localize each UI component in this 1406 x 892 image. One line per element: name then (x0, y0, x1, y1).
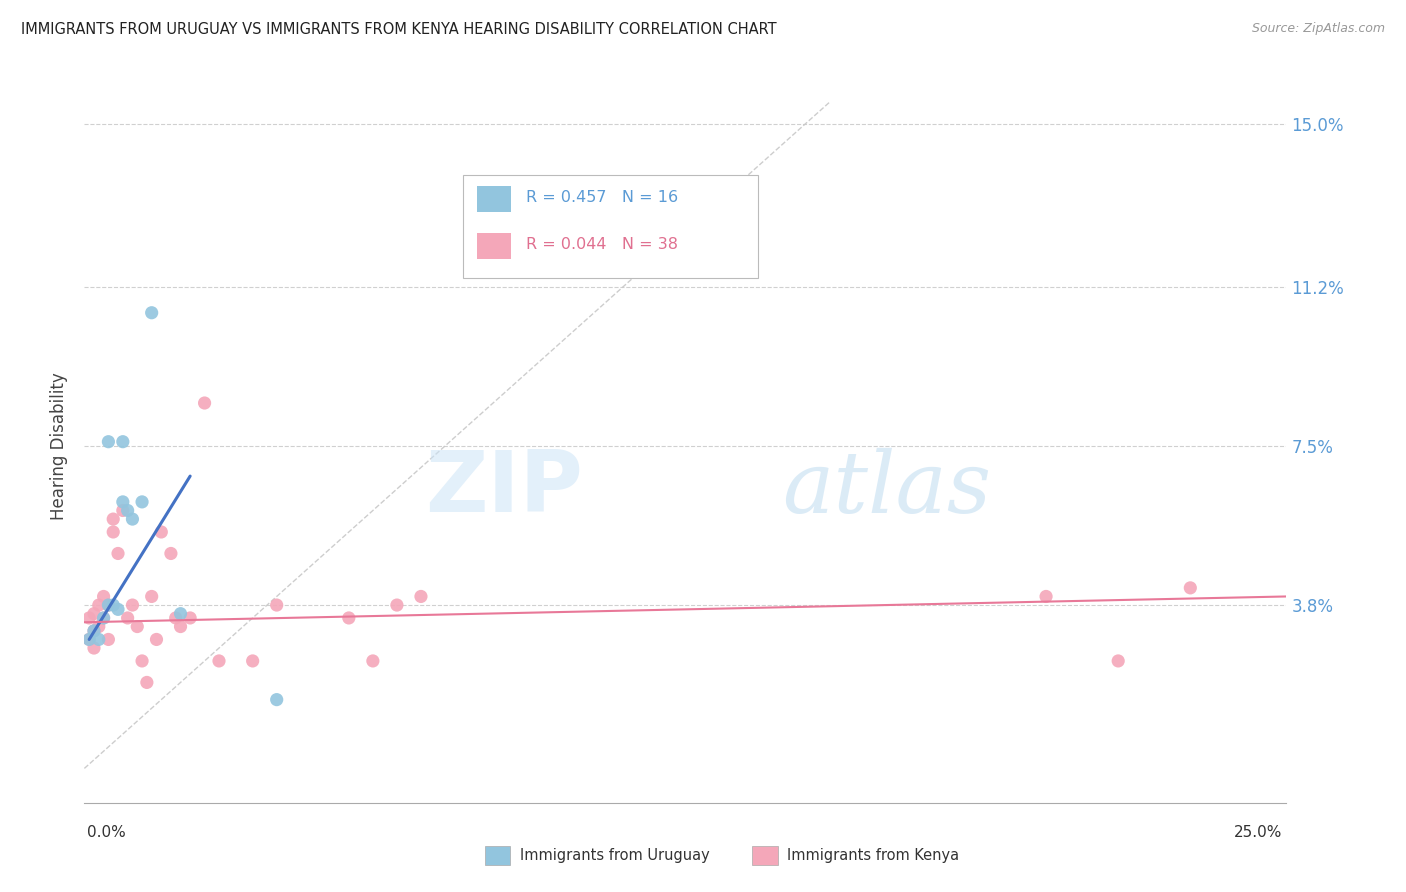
Point (77, 632, 100, 647)
Point (77, 632, 100, 647)
Point (141, 306, 163, 320)
Point (83, 624, 105, 638)
Point (117, 611, 139, 625)
Point (208, 654, 231, 668)
Text: Source: ZipAtlas.com: Source: ZipAtlas.com (1251, 22, 1385, 36)
Point (83, 624, 105, 638)
Point (97, 598, 120, 612)
Point (87, 619, 110, 633)
Point (385, 598, 408, 612)
Point (111, 503, 134, 517)
Point (409, 590, 432, 604)
Point (87, 598, 110, 612)
Point (87, 632, 110, 647)
Point (1180, 581, 1202, 595)
Point (1107, 654, 1129, 668)
Text: 25.0%: 25.0% (1234, 825, 1282, 840)
Text: Immigrants from Uruguay: Immigrants from Uruguay (520, 848, 710, 863)
Point (111, 495, 134, 509)
Point (242, 654, 264, 668)
Point (107, 602, 129, 616)
Point (103, 524, 125, 539)
Point (97, 632, 120, 647)
Point (361, 654, 384, 668)
Point (145, 632, 167, 647)
Point (83, 641, 105, 656)
Text: R = 0.457   N = 16: R = 0.457 N = 16 (526, 190, 678, 205)
Text: Immigrants from Kenya: Immigrants from Kenya (787, 848, 959, 863)
Point (1035, 590, 1057, 604)
Point (194, 396, 217, 410)
Point (169, 607, 191, 621)
Point (97, 434, 120, 449)
Text: 0.0%: 0.0% (87, 825, 127, 840)
Point (179, 611, 201, 625)
Point (117, 503, 139, 517)
FancyBboxPatch shape (478, 233, 512, 259)
Point (337, 611, 360, 625)
Point (131, 495, 153, 509)
Text: IMMIGRANTS FROM URUGUAY VS IMMIGRANTS FROM KENYA HEARING DISABILITY CORRELATION : IMMIGRANTS FROM URUGUAY VS IMMIGRANTS FR… (21, 22, 776, 37)
Text: atlas: atlas (782, 448, 991, 530)
Point (150, 524, 173, 539)
Point (165, 611, 187, 625)
Point (266, 598, 288, 612)
Text: ZIP: ZIP (426, 447, 583, 531)
Point (141, 590, 163, 604)
Point (131, 654, 153, 668)
Point (107, 546, 129, 560)
Point (266, 692, 288, 706)
Point (77, 611, 100, 625)
Point (121, 598, 143, 612)
Y-axis label: Hearing Disability: Hearing Disability (49, 372, 67, 520)
FancyBboxPatch shape (463, 175, 758, 278)
Point (111, 434, 134, 449)
Point (103, 512, 125, 526)
Point (103, 598, 125, 612)
FancyBboxPatch shape (478, 186, 512, 212)
Point (83, 607, 105, 621)
Text: R = 0.044   N = 38: R = 0.044 N = 38 (526, 237, 678, 252)
Point (121, 512, 143, 526)
Point (135, 675, 157, 690)
Point (93, 611, 115, 625)
Point (127, 619, 149, 633)
Point (93, 590, 115, 604)
Point (93, 611, 115, 625)
Point (160, 546, 183, 560)
Point (169, 619, 191, 633)
Point (97, 598, 120, 612)
